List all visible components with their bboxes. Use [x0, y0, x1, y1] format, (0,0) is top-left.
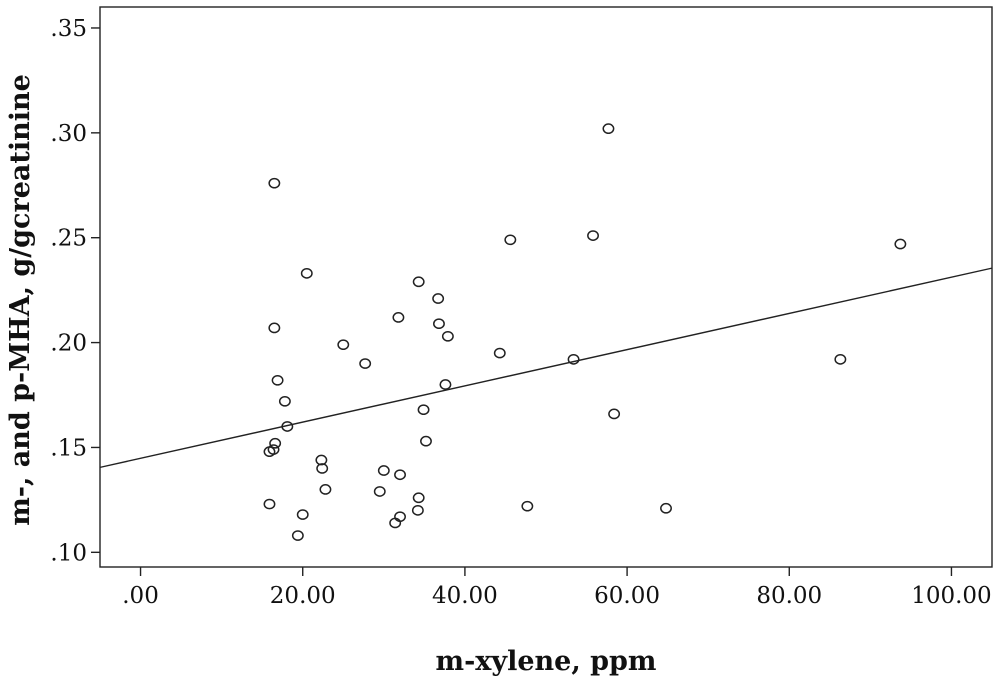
- y-tick-label: .15: [50, 435, 87, 461]
- data-point: [337, 339, 350, 351]
- data-point: [411, 505, 424, 516]
- data-point: [316, 463, 329, 474]
- fit-line-layer: [99, 267, 993, 469]
- x-tick-label: .00: [122, 583, 159, 609]
- y-tick-label: .35: [50, 16, 87, 42]
- y-tick-label: .10: [50, 540, 87, 566]
- data-point: [269, 437, 282, 449]
- data-point: [432, 293, 445, 304]
- data-point: [834, 354, 847, 365]
- data-point: [504, 234, 517, 246]
- points-layer: [263, 123, 907, 541]
- x-tick-label: 60.00: [594, 583, 660, 609]
- data-point: [433, 318, 445, 330]
- data-point: [377, 465, 390, 476]
- data-point: [268, 177, 281, 189]
- x-tick-label: 100.00: [911, 583, 991, 609]
- data-point: [412, 492, 425, 504]
- data-point: [271, 374, 284, 386]
- x-tick-label: 20.00: [270, 583, 336, 609]
- x-axis: .00 20.00 40.00 60.00 80.00 100.00: [122, 567, 992, 609]
- data-point: [392, 312, 405, 323]
- data-point: [521, 500, 534, 512]
- data-point: [315, 454, 328, 466]
- data-point: [281, 421, 294, 432]
- data-point: [394, 469, 406, 481]
- data-point: [319, 484, 332, 495]
- y-axis: .10 .15 .20 .25 .30 .35: [50, 16, 100, 566]
- data-point: [420, 435, 432, 447]
- data-point: [587, 230, 599, 241]
- data-point: [441, 330, 454, 342]
- x-tick-label: 40.00: [432, 583, 498, 609]
- data-point: [263, 498, 276, 510]
- data-point: [300, 268, 313, 279]
- data-point: [296, 509, 309, 520]
- plot-frame: [99, 6, 993, 568]
- data-point: [278, 395, 291, 407]
- data-point: [359, 358, 372, 369]
- data-point: [412, 276, 425, 288]
- data-point: [493, 347, 506, 359]
- data-point: [268, 322, 281, 334]
- y-tick-label: .30: [50, 121, 87, 147]
- data-point: [291, 530, 304, 541]
- data-point: [439, 379, 452, 390]
- y-axis-title: m-, and p-MHA, g/gcreatinine: [5, 74, 36, 526]
- x-axis-title: m-xylene, ppm: [436, 646, 657, 677]
- regression-line: [99, 267, 993, 469]
- y-tick-label: .20: [50, 331, 87, 357]
- data-point: [373, 486, 386, 497]
- data-point: [602, 123, 615, 134]
- data-point: [417, 404, 430, 416]
- data-point: [660, 502, 672, 514]
- data-point: [267, 444, 280, 455]
- x-tick-label: 80.00: [756, 583, 822, 609]
- data-point: [894, 238, 907, 250]
- data-point: [389, 517, 402, 529]
- data-point: [608, 408, 621, 420]
- data-point: [567, 354, 580, 365]
- y-tick-label: .25: [50, 226, 87, 252]
